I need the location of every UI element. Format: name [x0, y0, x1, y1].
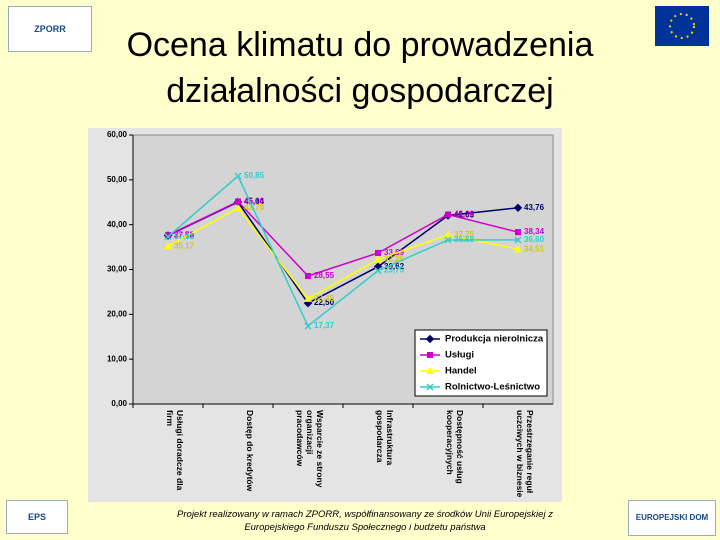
marker — [305, 273, 311, 280]
data-label: 37,58 — [174, 231, 195, 240]
data-label: 33,69 — [384, 248, 405, 257]
marker — [425, 334, 435, 344]
marker — [444, 236, 452, 244]
marker — [515, 229, 521, 236]
data-label: 35,17 — [174, 241, 195, 250]
data-label: 45,16 — [244, 197, 265, 206]
data-label: 43,70 — [244, 203, 265, 212]
data-label: 43,76 — [524, 203, 545, 212]
series-line — [167, 200, 519, 277]
legend-label: Rolnictwo-Leśnictwo — [445, 382, 540, 393]
marker — [426, 367, 434, 374]
data-label: 23,45 — [314, 294, 335, 303]
eu-flag — [655, 6, 709, 46]
y-tick-label: 30,00 — [107, 265, 128, 274]
x-tick-label: Przestrzeganie reguł uczciwych w biznesi… — [515, 410, 535, 498]
data-label: 38,34 — [524, 227, 545, 236]
data-label: 17,37 — [314, 321, 335, 330]
eds-logo: EUROPEJSKI DOM SPOTKAŃ — [628, 500, 716, 536]
marker — [427, 352, 433, 358]
marker — [235, 198, 241, 205]
marker — [304, 322, 312, 330]
legend-label: Produkcja nierolnicza — [445, 334, 544, 345]
marker — [234, 204, 242, 212]
y-tick-label: 20,00 — [107, 309, 128, 318]
y-tick-label: 0,00 — [111, 399, 127, 408]
y-tick-label: 50,00 — [107, 175, 128, 184]
data-label: 37,66 — [174, 230, 195, 239]
marker — [304, 294, 312, 302]
legend-box — [414, 329, 548, 397]
data-label: 36,58 — [454, 235, 475, 244]
series-line — [167, 174, 519, 328]
marker — [514, 245, 522, 253]
marker — [514, 236, 522, 244]
legend-label: Usługi — [445, 350, 474, 361]
x-tick-label: Dostępność usług kooperacyjnych — [445, 410, 465, 484]
marker — [164, 242, 172, 250]
data-label: 36,60 — [524, 235, 545, 244]
marker — [375, 249, 381, 256]
x-tick-label: Wsparcie ze strony organizacji pracodawc… — [295, 410, 325, 488]
marker — [165, 232, 171, 239]
series-line — [167, 207, 519, 300]
marker — [374, 255, 382, 263]
marker — [426, 383, 434, 391]
marker — [445, 211, 451, 218]
data-label: 50,85 — [244, 171, 265, 180]
data-label: 32,25 — [384, 255, 405, 264]
data-label: 37,75 — [454, 230, 475, 239]
y-tick-label: 10,00 — [107, 354, 128, 363]
footer: Projekt realizowany w ramach ZPORR, wspó… — [177, 509, 553, 533]
data-label: 28,55 — [314, 271, 335, 280]
eps-logo: EPS — [6, 500, 68, 534]
zporr-logo: ZPORR — [8, 6, 92, 52]
slide-title: Ocena klimatu do prowadzenia działalnośc… — [126, 26, 594, 110]
x-tick-label: Usługi doradcze dla firm — [165, 410, 185, 491]
data-label: 45,04 — [244, 197, 265, 206]
data-label: 30,62 — [384, 262, 405, 271]
data-label: 29,75 — [384, 266, 405, 275]
x-tick-label: Infrastruktura gospodarcza — [375, 410, 395, 466]
marker — [444, 230, 452, 238]
x-tick-label: Dostęp do kredytów — [245, 410, 255, 492]
data-label: 42,05 — [454, 211, 475, 220]
data-label: 42,26 — [454, 210, 475, 219]
data-label: 34,51 — [524, 244, 545, 253]
data-label: 37,31 — [174, 232, 195, 241]
y-tick-label: 40,00 — [107, 220, 128, 229]
marker — [164, 233, 172, 241]
data-label: 22,50 — [314, 298, 335, 307]
legend-label: Handel — [445, 366, 477, 377]
marker — [374, 267, 382, 275]
y-tick-label: 60,00 — [107, 130, 128, 139]
marker — [234, 172, 242, 180]
